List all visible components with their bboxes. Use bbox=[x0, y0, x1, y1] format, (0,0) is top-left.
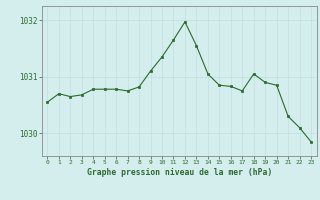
X-axis label: Graphe pression niveau de la mer (hPa): Graphe pression niveau de la mer (hPa) bbox=[87, 168, 272, 177]
